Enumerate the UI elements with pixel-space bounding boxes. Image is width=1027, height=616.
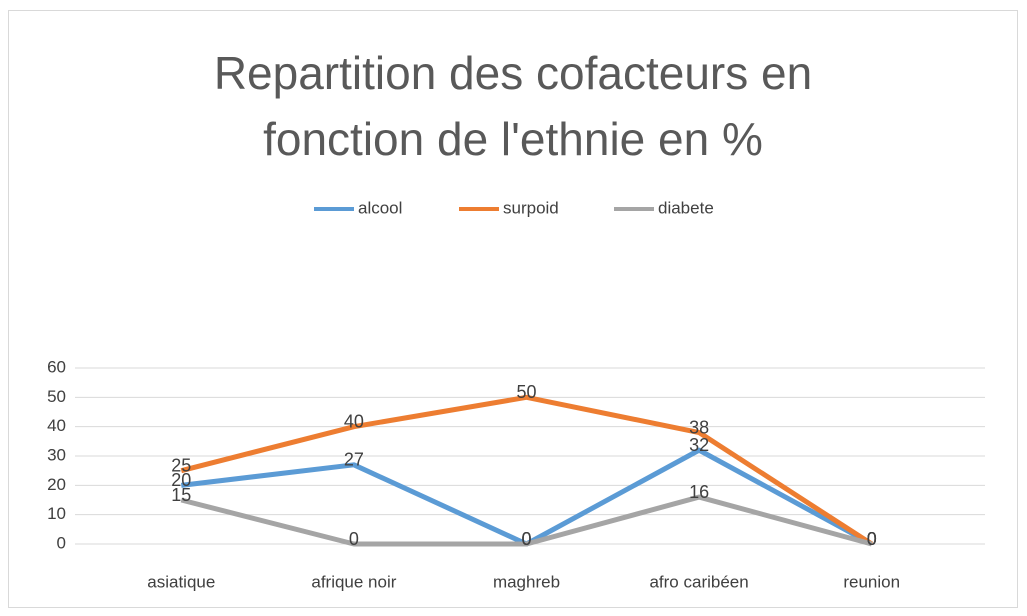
series-line bbox=[180, 394, 874, 547]
data-label: 40 bbox=[344, 411, 364, 431]
data-label: 0 bbox=[867, 529, 877, 549]
y-tick-label: 20 bbox=[47, 475, 66, 494]
x-tick-label: reunion bbox=[843, 572, 900, 591]
data-label: 32 bbox=[689, 435, 709, 455]
x-tick-label: afro caribéen bbox=[649, 572, 748, 591]
chart-title: Repartition des cofacteurs en fonction d… bbox=[213, 47, 813, 165]
data-label: 0 bbox=[867, 529, 877, 549]
y-tick-label: 10 bbox=[47, 504, 66, 523]
legend-label: alcool bbox=[358, 198, 402, 217]
data-label: 0 bbox=[521, 529, 531, 549]
data-label: 0 bbox=[867, 529, 877, 549]
y-tick-label: 50 bbox=[47, 387, 66, 406]
x-tick-label: maghreb bbox=[493, 572, 560, 591]
x-tick-label: asiatique bbox=[147, 572, 215, 591]
data-label: 20 bbox=[171, 470, 191, 490]
y-tick-label: 30 bbox=[47, 445, 66, 464]
y-tick-label: 60 bbox=[47, 357, 66, 376]
data-label: 38 bbox=[689, 417, 709, 437]
y-tick-label: 0 bbox=[57, 533, 66, 552]
data-label: 27 bbox=[344, 450, 364, 470]
y-tick-label: 40 bbox=[47, 416, 66, 435]
data-label: 0 bbox=[349, 529, 359, 549]
data-label: 50 bbox=[516, 382, 536, 402]
legend-label: surpoid bbox=[503, 198, 559, 217]
data-label: 16 bbox=[689, 482, 709, 502]
series-line bbox=[180, 494, 873, 547]
data-label: 0 bbox=[521, 529, 531, 549]
data-label: 15 bbox=[171, 485, 191, 505]
legend-label: diabete bbox=[658, 198, 714, 217]
chart-frame bbox=[8, 10, 1018, 608]
x-tick-label: afrique noir bbox=[311, 572, 396, 591]
data-label: 25 bbox=[171, 455, 191, 475]
